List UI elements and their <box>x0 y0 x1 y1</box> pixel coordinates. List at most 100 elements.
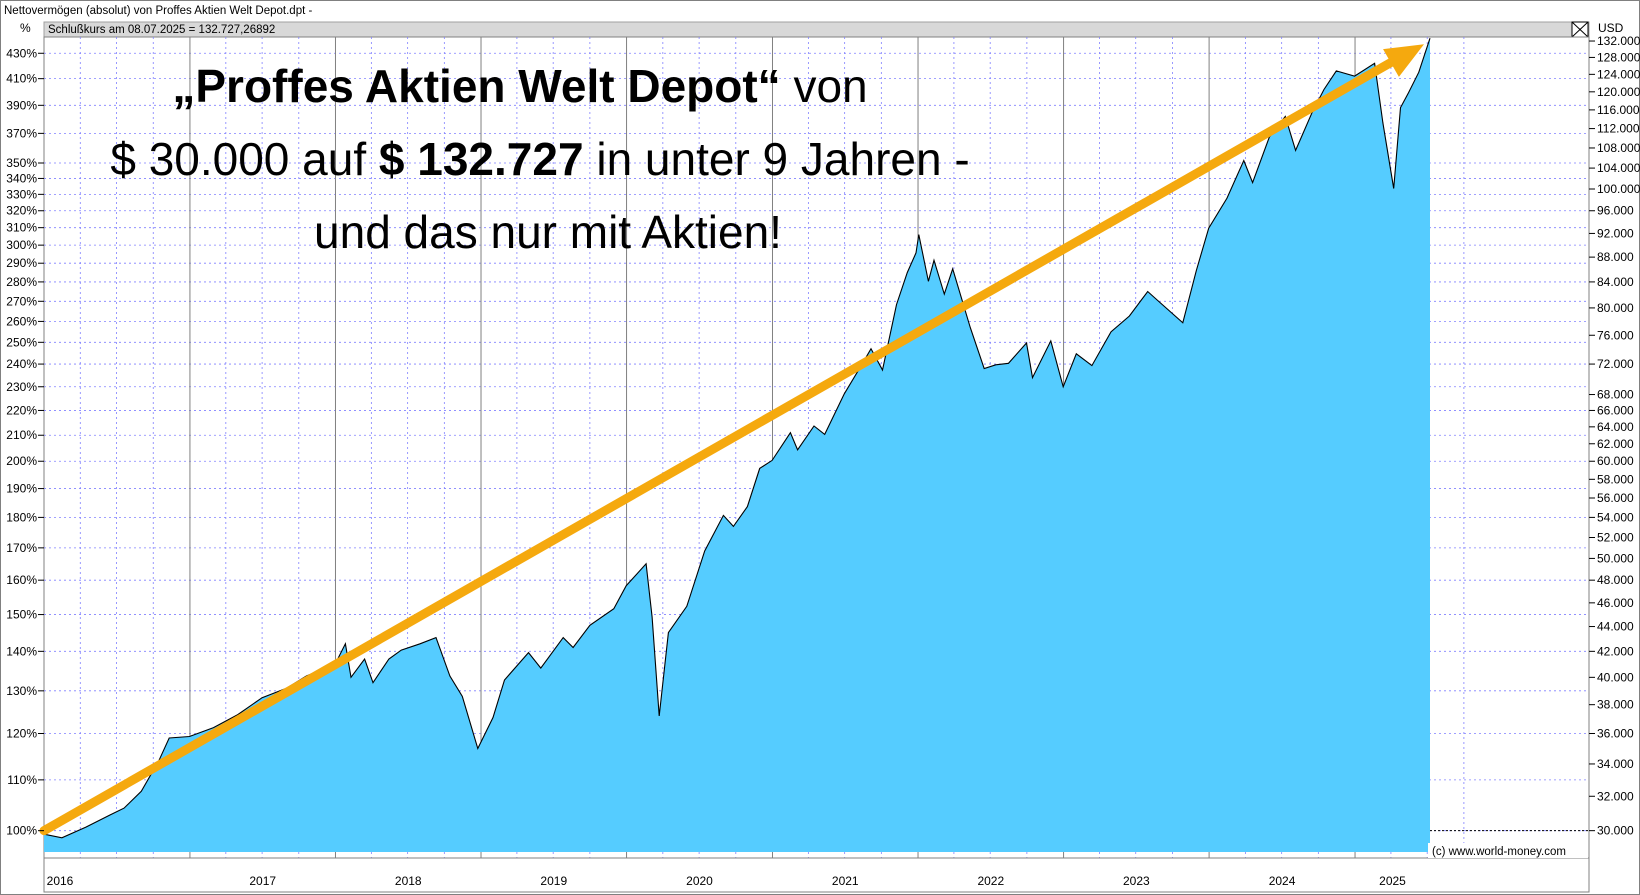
y-left-tick-label: 300% <box>6 238 37 252</box>
y-right-tick-label: 68.000 <box>1597 388 1634 402</box>
x-tick-label: 2022 <box>977 874 1004 888</box>
copyright-text: (c) www.world-money.com <box>1432 846 1566 858</box>
y-right-tick-label: 132.000 <box>1597 34 1640 48</box>
y-axis-right: 30.000 32.000 34.000 36.000 38.000 40.000 42.0… <box>1589 34 1640 838</box>
y-right-tick-label: 46.000 <box>1597 596 1634 610</box>
copyright-box <box>1428 843 1588 858</box>
y-left-tick-label: 160% <box>6 573 37 587</box>
y-right-tick-label: 58.000 <box>1597 472 1634 486</box>
x-tick-label: 2024 <box>1269 874 1296 888</box>
headline-line-1-bold: „Proffes Aktien Welt Depot“ <box>172 60 780 112</box>
y-right-tick-label: 76.000 <box>1597 328 1634 342</box>
headline-line-2-bold: $ 132.727 <box>379 133 584 185</box>
trend-arrow-shaft <box>39 51 1407 836</box>
y-left-tick-label: 260% <box>6 314 37 328</box>
y-left-tick-label: 410% <box>6 72 37 86</box>
y-left-tick-label: 190% <box>6 482 37 496</box>
y-left-tick-label: 110% <box>7 773 37 787</box>
right-unit-label: USD <box>1598 21 1624 35</box>
y-right-tick-label: 112.000 <box>1597 122 1640 136</box>
x-tick-label: 2016 <box>47 874 74 888</box>
y-left-tick-label: 340% <box>6 171 37 185</box>
y-right-tick-label: 128.000 <box>1597 50 1640 64</box>
trend-arrow-head <box>1383 44 1424 77</box>
x-tick-label: 2025 <box>1379 874 1406 888</box>
close-icon[interactable] <box>1571 21 1589 38</box>
y-right-tick-label: 30.000 <box>1597 824 1634 838</box>
y-left-tick-label: 150% <box>6 608 37 622</box>
y-right-tick-label: 52.000 <box>1597 531 1634 545</box>
x-axis-band <box>43 857 1590 893</box>
y-right-tick-label: 50.000 <box>1597 551 1634 565</box>
y-right-tick-label: 100.000 <box>1597 182 1640 196</box>
y-left-tick-label: 200% <box>6 454 37 468</box>
series-area-fill <box>44 38 1430 852</box>
headline-line-2: $ 30.000 auf $ 132.727 in unter 9 Jahren… <box>110 133 969 185</box>
x-axis: 2016 2017 2018 2019 2020 2021 2022 2023 2024 2025 <box>47 874 1407 888</box>
y-left-tick-label: 240% <box>6 357 37 371</box>
y-left-tick-label: 350% <box>6 156 37 170</box>
y-right-tick-label: 38.000 <box>1597 698 1634 712</box>
y-left-tick-label: 280% <box>6 275 37 289</box>
header-strip <box>43 21 1590 38</box>
headline-line-2-pre: $ 30.000 auf <box>110 133 379 185</box>
y-right-tick-label: 60.000 <box>1597 454 1634 468</box>
y-left-tick-label: 320% <box>6 204 37 218</box>
y-left-tick-label: 120% <box>6 726 37 740</box>
y-left-tick-label: 330% <box>6 187 37 201</box>
y-left-tick-label: 430% <box>6 46 37 60</box>
y-left-tick-label: 250% <box>6 335 37 349</box>
x-tick-label: 2020 <box>686 874 713 888</box>
x-tick-label: 2018 <box>395 874 422 888</box>
headline-line-1: „Proffes Aktien Welt Depot“ von <box>172 60 867 112</box>
series-line <box>44 38 1431 839</box>
y-right-tick-label: 64.000 <box>1597 420 1634 434</box>
y-right-tick-label: 36.000 <box>1597 726 1634 740</box>
headline-line-1-rest: von <box>781 60 868 112</box>
y-right-tick-label: 92.000 <box>1597 226 1634 240</box>
y-left-tick-label: 310% <box>6 221 37 235</box>
y-right-tick-label: 66.000 <box>1597 403 1634 417</box>
y-left-tick-label: 180% <box>6 510 37 524</box>
y-left-tick-label: 100% <box>6 824 37 838</box>
x-tick-label: 2021 <box>832 874 859 888</box>
y-right-tick-label: 42.000 <box>1597 644 1634 658</box>
y-left-tick-label: 170% <box>6 541 37 555</box>
y-left-tick-label: 210% <box>6 428 37 442</box>
y-left-tick-label: 270% <box>6 294 37 308</box>
y-left-tick-label: 290% <box>6 256 37 270</box>
headline-line-2-rest: in unter 9 Jahren - <box>584 133 970 185</box>
x-tick-label: 2017 <box>249 874 276 888</box>
y-left-tick-label: 140% <box>6 644 37 658</box>
y-left-tick-label: 390% <box>6 98 37 112</box>
chart-title: Nettovermögen (absolut) von Proffes Akti… <box>4 5 312 17</box>
y-right-tick-label: 48.000 <box>1597 573 1634 587</box>
left-unit-label: % <box>20 21 31 35</box>
y-right-tick-label: 124.000 <box>1597 67 1640 81</box>
y-right-tick-label: 44.000 <box>1597 620 1634 634</box>
y-right-tick-label: 40.000 <box>1597 670 1634 684</box>
y-left-tick-label: 130% <box>6 684 37 698</box>
y-right-tick-label: 120.000 <box>1597 85 1640 99</box>
y-right-tick-label: 56.000 <box>1597 491 1634 505</box>
y-right-tick-label: 62.000 <box>1597 437 1634 451</box>
y-left-tick-label: 220% <box>6 403 37 417</box>
series-area <box>44 38 1431 852</box>
x-tick-label: 2023 <box>1123 874 1150 888</box>
y-right-tick-label: 54.000 <box>1597 510 1634 524</box>
y-axis-left: 100% 110% 120% 130% 140% 150% 160% 170% 180% 190%… <box>6 46 44 838</box>
closing-price-label: Schlußkurs am 08.07.2025 = 132.727,26892 <box>48 24 275 36</box>
y-right-tick-label: 116.000 <box>1597 103 1640 117</box>
y-left-tick-label: 230% <box>6 380 37 394</box>
y-right-tick-label: 84.000 <box>1597 275 1634 289</box>
y-right-tick-label: 80.000 <box>1597 301 1634 315</box>
x-tick-label: 2019 <box>540 874 567 888</box>
trend-arrow-layer <box>39 44 1424 836</box>
y-left-tick-label: 370% <box>6 126 37 140</box>
y-right-tick-label: 32.000 <box>1597 789 1634 803</box>
y-right-tick-label: 34.000 <box>1597 757 1634 771</box>
y-right-tick-label: 72.000 <box>1597 357 1634 371</box>
headline-line-3: und das nur mit Aktien! <box>314 206 782 258</box>
y-right-tick-label: 104.000 <box>1597 161 1640 175</box>
